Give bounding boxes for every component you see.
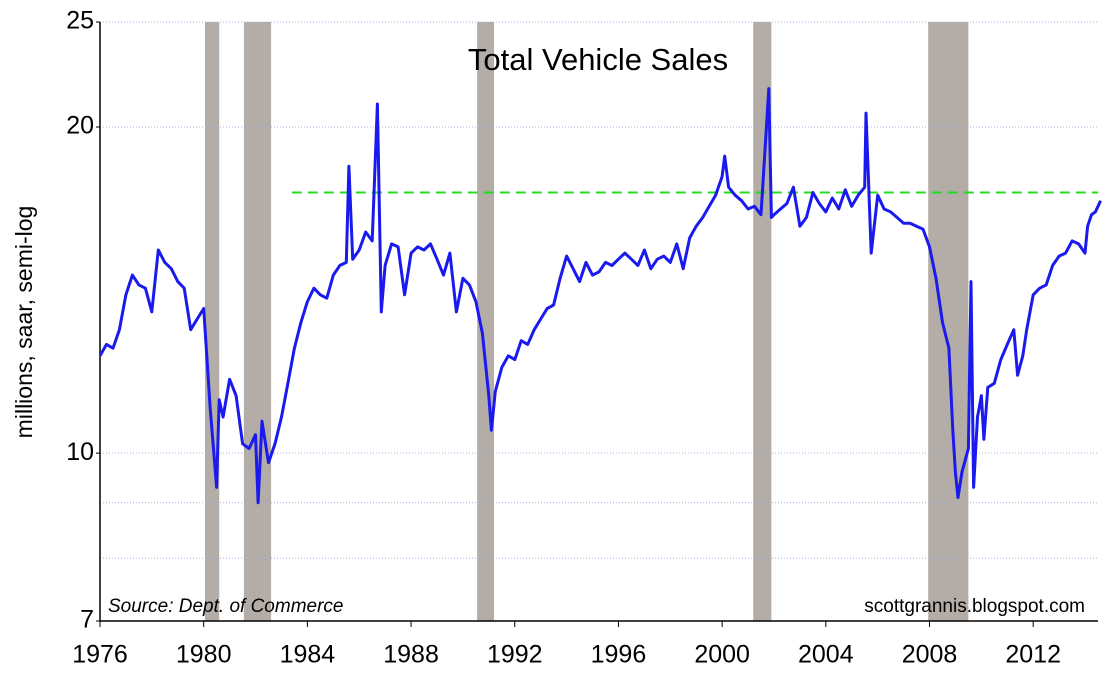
x-tick-label: 1992 <box>487 641 543 669</box>
recession-band <box>477 22 495 621</box>
y-axis-label: millions, saar, semi-log <box>11 206 37 439</box>
x-tick-label: 1996 <box>591 641 647 669</box>
y-tick-label: 10 <box>66 438 94 466</box>
x-tick-label: 2004 <box>798 641 854 669</box>
x-tick-label: 1988 <box>383 641 439 669</box>
source-note: Source: Dept. of Commerce <box>108 596 343 617</box>
x-tick-label: 1976 <box>72 641 128 669</box>
y-tick-label: 20 <box>66 112 94 140</box>
recession-band <box>204 22 220 621</box>
x-tick-label: 1984 <box>280 641 336 669</box>
x-tick-label: 2008 <box>902 641 958 669</box>
x-tick-label: 2012 <box>1005 641 1061 669</box>
watermark: scottgrannis.blogspot.com <box>864 596 1085 617</box>
y-tick-label: 7 <box>80 606 94 634</box>
series-line <box>98 87 1102 505</box>
x-tick-label: 2000 <box>694 641 750 669</box>
y-tick-label: 25 <box>66 7 94 35</box>
recession-band <box>753 22 772 621</box>
recession-band <box>243 22 272 621</box>
x-tick-label: 1980 <box>176 641 232 669</box>
chart-title: Total Vehicle Sales <box>468 42 728 77</box>
recession-band <box>928 22 969 621</box>
